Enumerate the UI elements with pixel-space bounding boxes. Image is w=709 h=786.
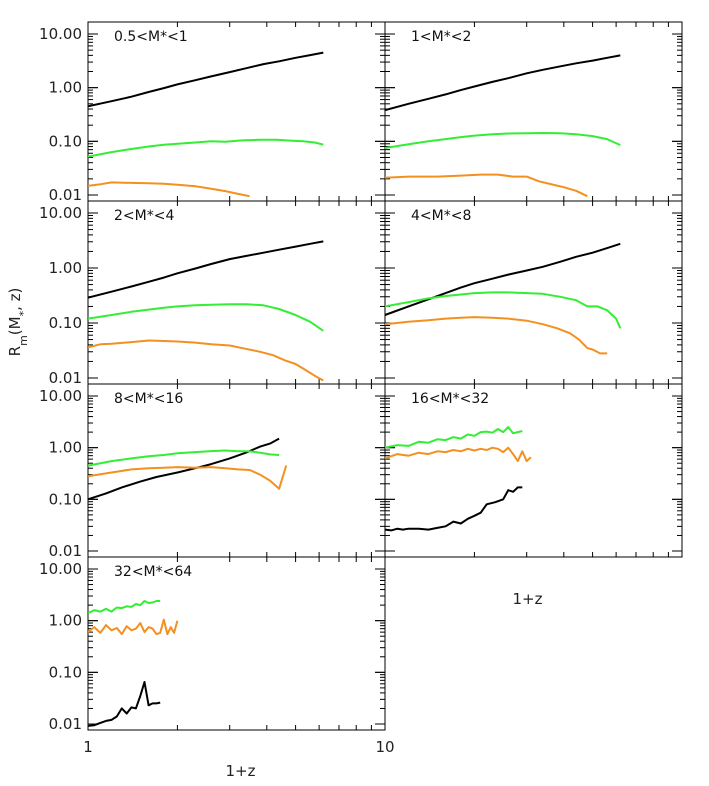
series-line-orange [385, 173, 588, 198]
panel-4: 4<M*<8 [384, 200, 683, 385]
series-line-black [88, 51, 324, 108]
series-line-green [88, 138, 324, 158]
x-tick-label: 10 [375, 738, 394, 756]
panel-1: 10.00 1.00 0.10 0.01 0.5<M*<1 [39, 21, 386, 204]
panel-7: 10.00 1.00 0.10 0.01 32<M*<64 [39, 556, 386, 733]
panel-label: 8<M*<16 [114, 391, 183, 407]
panel-5: 10.00 1.00 0.10 0.01 8<M*<16 [39, 383, 386, 560]
panel-frame [87, 383, 386, 558]
panel-label: 16<M*<32 [411, 391, 489, 407]
series-line-black [88, 240, 324, 299]
panel-frame [87, 21, 386, 202]
y-tick-label: 0.10 [49, 314, 82, 332]
panel-label: 1<M*<2 [411, 29, 471, 45]
x-axis-title-right: 1+z [513, 590, 543, 608]
panel-frame [384, 21, 683, 202]
series-line-orange [385, 316, 608, 355]
y-tick-label: 1.00 [49, 79, 82, 97]
y-tick-label: 0.10 [49, 490, 82, 508]
y-tick-label: 0.01 [49, 542, 82, 560]
panel-6: 16<M*<32 [384, 383, 683, 558]
y-tick-label: 1.00 [49, 612, 82, 630]
series-line-black [385, 54, 621, 112]
panel-3: 10.00 1.00 0.10 0.01 2<M*<4 [39, 200, 386, 387]
y-tick-label: 0.01 [49, 186, 82, 204]
y-tick-label: 10.00 [39, 204, 82, 222]
y-tick-label: 1.00 [49, 439, 82, 457]
series-line-orange [88, 181, 250, 198]
panel-2: 1<M*<2 [384, 21, 683, 202]
panel-frame [384, 383, 683, 558]
panel-frame [87, 556, 386, 731]
panel-label: 0.5<M*<1 [114, 29, 188, 45]
series-line-orange [385, 446, 532, 463]
y-tick-label: 10.00 [39, 25, 82, 43]
series-line-green [385, 291, 622, 329]
y-axis-title: Rm(M*, z) [6, 288, 30, 357]
series-line-black [88, 437, 280, 501]
series-line-orange [88, 465, 288, 490]
y-tick-label: 0.01 [49, 369, 82, 387]
y-tick-label: 10.00 [39, 387, 82, 405]
y-tick-label: 0.01 [49, 715, 82, 733]
series-line-green [88, 303, 324, 332]
y-tick-label: 0.10 [49, 663, 82, 681]
x-axis-title: 1+z [226, 762, 256, 780]
panel-label: 2<M*<4 [114, 208, 174, 224]
series-line-black [88, 681, 161, 727]
series-line-orange [88, 618, 179, 636]
x-tick-label: 1 [83, 738, 93, 756]
series-line-green [385, 132, 621, 149]
panel-label: 4<M*<8 [411, 208, 471, 224]
panel-frame [87, 200, 386, 385]
y-tick-label: 1.00 [49, 259, 82, 277]
series-line-green [88, 449, 280, 467]
series-line-orange [88, 339, 324, 382]
y-tick-label: 10.00 [39, 560, 82, 578]
panel-label: 32<M*<64 [114, 564, 192, 580]
series-line-green [88, 600, 161, 615]
series-line-green [385, 426, 523, 449]
series-line-black [385, 486, 523, 532]
y-tick-label: 0.10 [49, 132, 82, 150]
